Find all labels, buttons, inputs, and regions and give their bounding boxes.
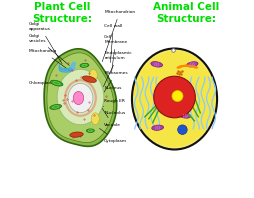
Text: Ribosomes: Ribosomes xyxy=(102,71,128,96)
Text: Nucleus: Nucleus xyxy=(100,86,122,96)
Ellipse shape xyxy=(187,62,198,67)
Circle shape xyxy=(172,49,175,52)
Text: Golgi
vesicles: Golgi vesicles xyxy=(29,34,69,66)
Ellipse shape xyxy=(68,83,93,113)
Text: Vacuole: Vacuole xyxy=(94,95,121,127)
Ellipse shape xyxy=(132,49,217,149)
Polygon shape xyxy=(44,49,117,146)
Text: Mitochondrion: Mitochondrion xyxy=(102,10,135,62)
Ellipse shape xyxy=(135,51,215,147)
Text: Animal Cell
Structure:: Animal Cell Structure: xyxy=(153,2,219,24)
Text: Rough ER: Rough ER xyxy=(96,99,125,107)
Text: Endoplasmic
reticulum: Endoplasmic reticulum xyxy=(103,51,132,87)
Ellipse shape xyxy=(83,76,96,82)
Ellipse shape xyxy=(152,125,164,130)
Polygon shape xyxy=(47,53,114,143)
Ellipse shape xyxy=(50,105,61,109)
Text: Golgi
apparatus: Golgi apparatus xyxy=(29,22,62,64)
Ellipse shape xyxy=(70,132,83,137)
Text: Plant Cell
Structure:: Plant Cell Structure: xyxy=(33,2,93,24)
Circle shape xyxy=(71,65,74,68)
Circle shape xyxy=(154,76,195,118)
Text: Cell
Membrane: Cell Membrane xyxy=(104,35,128,72)
Text: Chloroplast: Chloroplast xyxy=(29,81,57,85)
Circle shape xyxy=(72,67,75,69)
Ellipse shape xyxy=(151,62,163,67)
Text: Mitochondria: Mitochondria xyxy=(29,50,79,78)
Ellipse shape xyxy=(57,69,104,125)
Ellipse shape xyxy=(51,80,63,86)
Text: Cytoplasm: Cytoplasm xyxy=(100,128,127,143)
Ellipse shape xyxy=(89,69,97,81)
Text: Cell wall: Cell wall xyxy=(104,24,123,63)
Circle shape xyxy=(72,64,74,66)
Ellipse shape xyxy=(80,63,89,67)
Ellipse shape xyxy=(91,113,99,125)
Ellipse shape xyxy=(73,91,84,105)
Circle shape xyxy=(172,90,183,102)
Text: Nucleolus: Nucleolus xyxy=(90,99,125,115)
Circle shape xyxy=(73,62,75,65)
Ellipse shape xyxy=(180,113,191,118)
Ellipse shape xyxy=(86,129,94,132)
Circle shape xyxy=(178,125,187,134)
